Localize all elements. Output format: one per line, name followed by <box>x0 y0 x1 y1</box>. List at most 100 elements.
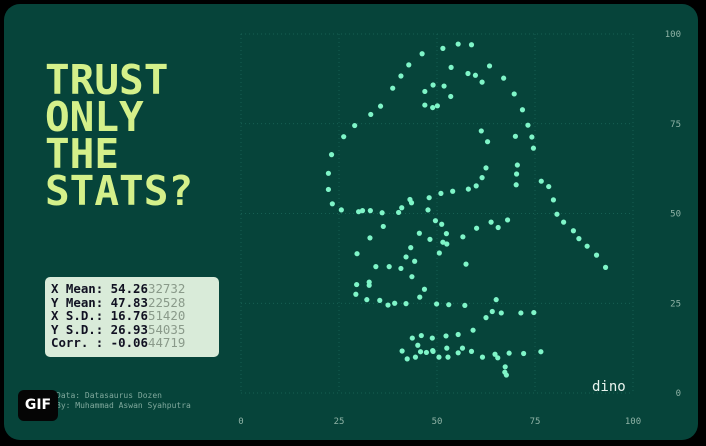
data-point <box>593 252 600 258</box>
headline-line: ONLY <box>45 93 144 141</box>
data-point <box>584 243 590 249</box>
data-point <box>436 354 442 360</box>
stat-row-y-mean: Y Mean: 47.8322528 <box>51 294 213 310</box>
data-point <box>502 364 508 370</box>
data-point <box>419 51 425 57</box>
data-point <box>417 294 423 300</box>
gif-badge[interactable]: GIF <box>18 390 58 421</box>
data-point <box>602 264 609 270</box>
data-point <box>488 219 494 225</box>
data-point <box>367 208 373 214</box>
stat-tail: 32732 <box>147 281 186 296</box>
data-point <box>328 152 335 158</box>
data-point <box>554 211 560 217</box>
data-point <box>444 241 450 247</box>
data-point <box>427 236 433 242</box>
x-tick-label: 75 <box>530 417 541 427</box>
data-point <box>518 310 524 316</box>
data-point <box>403 254 409 260</box>
data-point <box>409 274 415 280</box>
data-point <box>529 134 535 140</box>
data-point <box>489 308 495 315</box>
data-point <box>460 234 466 240</box>
data-point <box>399 205 405 211</box>
credit-data-source: Data: Datasaurus Dozen <box>56 391 162 400</box>
stat-tail: 22528 <box>147 294 186 310</box>
data-point <box>445 354 451 360</box>
data-point <box>338 207 344 213</box>
data-point <box>473 225 480 231</box>
data-point <box>417 349 424 355</box>
data-point <box>412 258 418 264</box>
data-point <box>504 217 511 223</box>
data-point <box>377 297 383 303</box>
data-point <box>434 103 440 109</box>
data-point <box>386 264 392 270</box>
data-point <box>506 350 512 356</box>
data-point <box>472 72 479 78</box>
data-point <box>403 301 409 307</box>
data-point <box>462 302 468 309</box>
data-point <box>398 265 404 272</box>
data-point <box>354 251 360 257</box>
data-point <box>519 107 526 113</box>
data-point <box>421 286 428 292</box>
data-point <box>418 332 424 339</box>
data-point <box>450 188 456 194</box>
data-point <box>444 345 450 351</box>
data-point <box>576 236 582 242</box>
data-point <box>465 186 471 192</box>
stats-panel: X Mean: 54.2632732 Y Mean: 47.8322528 X … <box>45 277 219 357</box>
data-point <box>356 209 362 215</box>
data-point <box>483 165 489 171</box>
data-point <box>329 201 335 207</box>
data-point <box>531 309 537 316</box>
y-tick-label: 25 <box>670 299 681 309</box>
data-point <box>430 82 436 88</box>
data-point <box>448 64 454 70</box>
data-point <box>432 218 439 224</box>
data-point <box>463 261 469 267</box>
data-point <box>492 351 498 357</box>
data-point <box>325 186 332 193</box>
stat-label: Y S.D.: <box>51 321 104 337</box>
data-point <box>423 349 430 356</box>
credit-author: By: Muhammad Aswan Syahputra <box>56 401 191 410</box>
data-point <box>407 196 413 203</box>
stat-value: 47.83 <box>103 294 148 310</box>
data-point <box>436 250 442 256</box>
data-point <box>495 224 501 231</box>
data-point <box>470 327 476 333</box>
stat-label: Corr. : <box>51 335 104 351</box>
data-point <box>455 41 461 47</box>
headline-line: STATS? <box>45 167 194 215</box>
data-point <box>483 315 489 321</box>
data-point <box>455 331 461 338</box>
stat-tail: 51420 <box>147 308 186 324</box>
x-tick-label: 100 <box>625 417 641 427</box>
data-point <box>440 45 446 51</box>
data-point <box>434 301 440 307</box>
data-point <box>430 104 436 111</box>
data-point <box>493 297 499 303</box>
data-point <box>443 333 449 339</box>
data-point <box>479 79 485 85</box>
data-point <box>364 297 370 303</box>
data-point <box>570 228 577 234</box>
x-tick-label: 50 <box>432 417 443 427</box>
data-point <box>404 356 410 362</box>
data-point <box>468 348 475 354</box>
stat-label: X S.D.: <box>51 308 104 324</box>
data-point <box>503 372 509 378</box>
data-point <box>367 235 373 241</box>
stat-value: 16.76 <box>103 308 148 324</box>
y-tick-label: 100 <box>665 30 681 40</box>
data-point <box>459 345 466 351</box>
data-point <box>513 171 520 177</box>
stat-row-x-sd: X S.D.: 16.7651420 <box>51 309 213 323</box>
data-point <box>441 83 447 89</box>
data-point <box>538 178 544 184</box>
data-point <box>439 221 445 227</box>
data-point <box>511 91 517 97</box>
data-point <box>514 162 520 168</box>
